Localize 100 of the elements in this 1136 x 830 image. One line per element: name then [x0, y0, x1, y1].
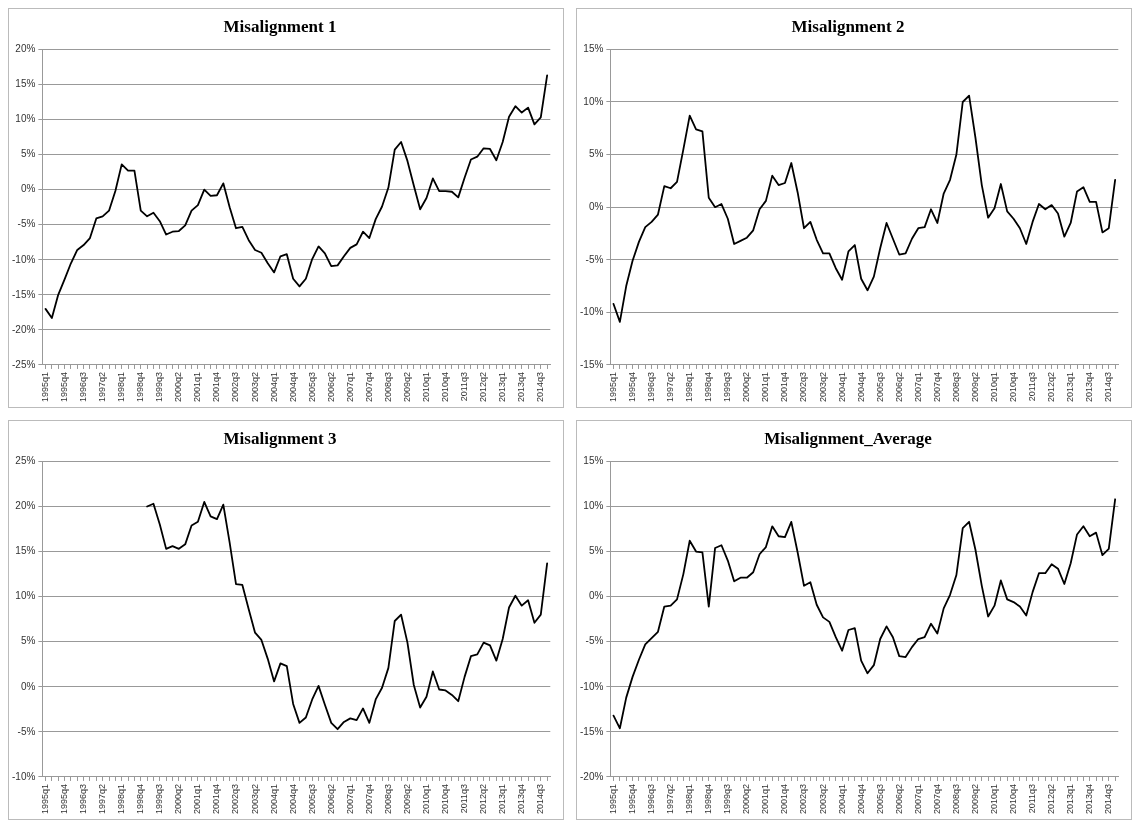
x-tick-label: 2004q4: [855, 371, 866, 403]
x-tick-label: 2004q4: [287, 783, 298, 815]
x-tick-label: 2006q2: [325, 783, 336, 815]
x-tick-label: 2010q1: [420, 371, 431, 403]
x-tick-label: 2003q2: [817, 783, 828, 815]
x-tick-label: 1996q3: [78, 371, 89, 403]
y-tick-label: -5%: [585, 635, 604, 647]
x-tick-label: 2007q4: [363, 371, 374, 403]
chart-title: Misalignment_Average: [764, 428, 933, 448]
y-tick-label: 0%: [20, 183, 36, 195]
y-tick-label: -10%: [579, 306, 604, 318]
x-tick-label: 2005q3: [306, 783, 317, 815]
y-tick-label: 0%: [588, 590, 604, 602]
x-tick-label: 1999q3: [154, 783, 165, 815]
x-tick-label: 2010q1: [420, 783, 431, 815]
x-tick-label: 2009q2: [969, 783, 980, 815]
y-tick-label: 10%: [583, 95, 604, 107]
x-tick-label: 2013q4: [516, 371, 527, 403]
x-tick-label: 2001q1: [760, 783, 771, 815]
y-tick-label: -15%: [579, 725, 604, 737]
y-tick-label: -20%: [579, 770, 604, 782]
x-tick-label: 1998q1: [684, 371, 695, 403]
y-tick-label: -10%: [11, 253, 36, 265]
y-tick-label: -25%: [11, 358, 36, 370]
x-tick-label: 2005q3: [874, 783, 885, 815]
y-tick-label: 25%: [15, 455, 36, 467]
x-tick-label: 1997q2: [97, 783, 108, 815]
y-tick-label: -5%: [17, 725, 36, 737]
y-tick-label: 15%: [15, 78, 36, 90]
x-tick-label: 2013q1: [1065, 783, 1076, 815]
x-tick-label: 1998q4: [135, 783, 146, 815]
x-tick-label: 1997q2: [665, 783, 676, 815]
x-tick-label: 2001q4: [211, 371, 222, 403]
x-tick-label: 2000q2: [741, 371, 752, 403]
y-tick-label: -5%: [17, 218, 36, 230]
x-tick-label: 2010q4: [440, 371, 451, 403]
x-tick-label: 2004q4: [855, 783, 866, 815]
x-tick-label: 2006q2: [325, 371, 336, 403]
y-tick-label: 20%: [15, 43, 36, 55]
x-tick-label: 2010q1: [988, 371, 999, 403]
x-tick-label: 2000q2: [173, 371, 184, 403]
x-tick-label: 2007q1: [344, 371, 355, 403]
x-tick-label: 2004q1: [836, 371, 847, 403]
y-tick-label: 20%: [15, 500, 36, 512]
x-tick-label: 2004q1: [836, 783, 847, 815]
x-tick-label: 2014q3: [535, 371, 546, 403]
x-tick-label: 2009q2: [401, 371, 412, 403]
x-tick-label: 2005q3: [874, 371, 885, 403]
y-tick-label: 0%: [588, 200, 604, 212]
x-tick-label: 2011q3: [1027, 783, 1038, 814]
chart-title: Misalignment 3: [223, 428, 337, 448]
x-tick-label: 1999q3: [722, 783, 733, 815]
y-tick-label: 5%: [20, 635, 36, 647]
x-tick-label: 2012q2: [478, 371, 489, 403]
x-tick-label: 2004q4: [287, 371, 298, 403]
x-tick-label: 2008q3: [950, 783, 961, 815]
x-tick-label: 2011q3: [459, 371, 470, 402]
x-tick-label: 2014q3: [535, 783, 546, 815]
x-tick-label: 2013q1: [497, 371, 508, 403]
x-tick-label: 2001q1: [192, 371, 203, 403]
x-tick-label: 1996q3: [646, 371, 657, 403]
x-tick-label: 2001q4: [779, 783, 790, 815]
x-tick-label: 2009q2: [401, 783, 412, 815]
x-tick-label: 2013q1: [1065, 371, 1076, 403]
y-tick-label: -10%: [11, 770, 36, 782]
x-tick-label: 2010q1: [988, 783, 999, 815]
y-tick-label: 10%: [15, 590, 36, 602]
x-tick-label: 1995q1: [40, 371, 50, 403]
x-tick-label: 2001q4: [779, 371, 790, 403]
x-tick-label: 1997q2: [97, 371, 108, 403]
x-tick-label: 1995q4: [59, 783, 70, 815]
x-tick-label: 2010q4: [1008, 783, 1019, 815]
x-tick-label: 2005q3: [306, 371, 317, 403]
x-tick-label: 2000q2: [173, 783, 184, 815]
x-tick-label: 1995q1: [608, 371, 618, 403]
x-tick-label: 2012q2: [1046, 783, 1057, 815]
y-tick-label: 10%: [15, 113, 36, 125]
x-tick-label: 2008q3: [950, 371, 961, 403]
x-tick-label: 1995q4: [627, 371, 638, 403]
x-tick-label: 2002q3: [230, 371, 241, 403]
y-tick-label: 15%: [583, 43, 604, 55]
x-tick-label: 2012q2: [1046, 371, 1057, 403]
x-tick-label: 2007q1: [344, 783, 355, 815]
x-tick-label: 1998q1: [116, 371, 127, 403]
chart-title: Misalignment 1: [223, 16, 337, 36]
x-tick-label: 2002q3: [230, 783, 241, 815]
y-tick-label: -15%: [11, 288, 36, 300]
x-tick-label: 2007q4: [931, 371, 942, 403]
x-tick-label: 2013q1: [497, 783, 508, 815]
x-tick-label: 2002q3: [798, 783, 809, 815]
x-tick-label: 2007q1: [912, 371, 923, 403]
y-tick-label: 10%: [583, 500, 604, 512]
x-tick-label: 1998q4: [703, 783, 714, 815]
x-tick-label: 2012q2: [478, 783, 489, 815]
x-tick-label: 1998q1: [684, 783, 695, 815]
x-tick-label: 2013q4: [1084, 371, 1095, 403]
x-tick-label: 2001q1: [760, 371, 771, 403]
y-tick-label: 5%: [588, 545, 604, 557]
x-tick-label: 2002q3: [798, 371, 809, 403]
x-tick-label: 2001q1: [192, 783, 203, 815]
